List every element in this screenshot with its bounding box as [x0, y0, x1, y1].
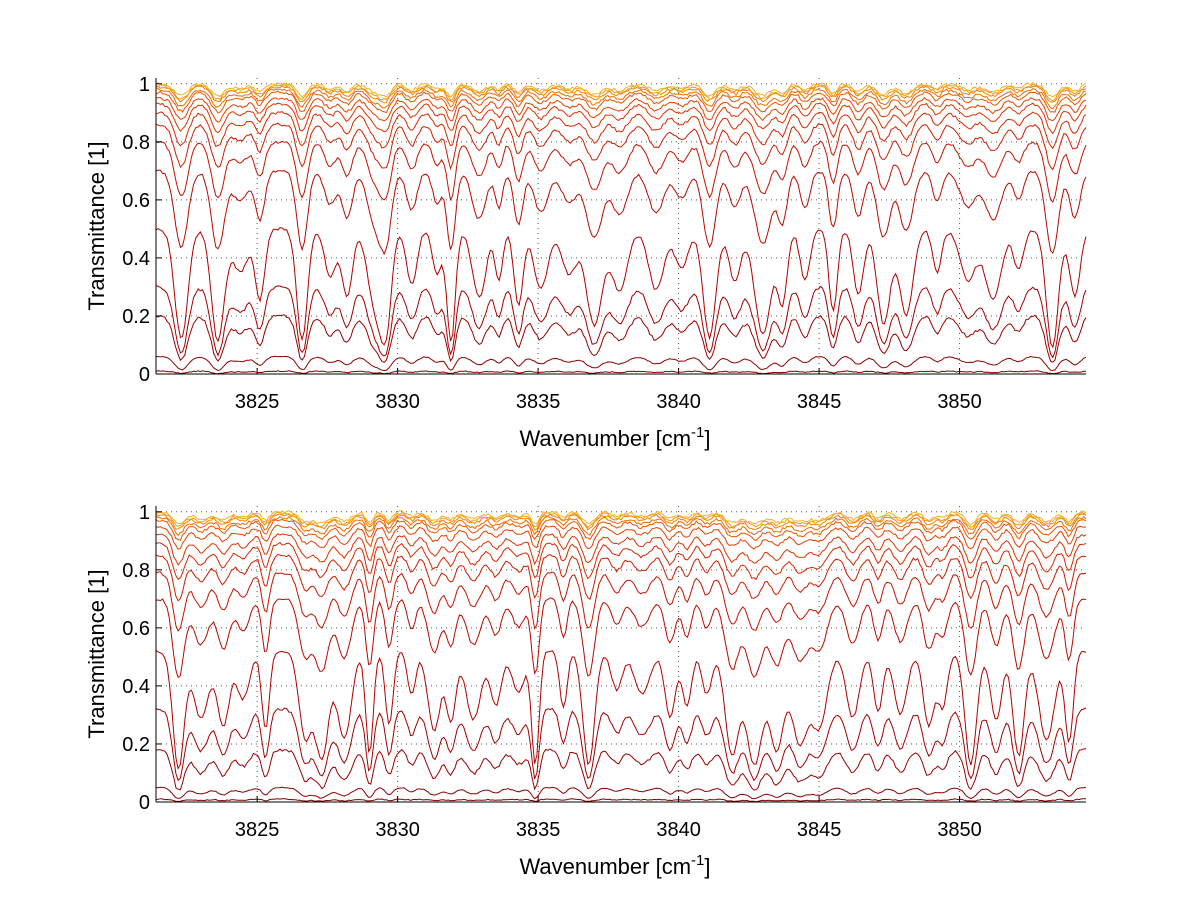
series-line — [155, 515, 1087, 537]
series-line — [155, 524, 1087, 550]
series-line — [155, 88, 1087, 110]
y-axis-label: Transmittance [1] — [84, 141, 109, 310]
x-tick-label: 3830 — [375, 819, 420, 841]
series-line — [155, 140, 1087, 203]
x-tick-label: 3825 — [235, 819, 280, 841]
y-tick-label: 0.2 — [122, 306, 150, 328]
series-line — [155, 553, 1087, 602]
series-line — [155, 81, 1087, 99]
series-line — [155, 83, 1087, 102]
x-axis-label-text: Wavenumber [cm — [519, 426, 691, 451]
y-tick-label: 0.6 — [122, 190, 150, 212]
series-line — [155, 597, 1087, 679]
x-tick-label: 3840 — [656, 391, 701, 413]
series-line — [155, 314, 1087, 363]
series-line — [155, 102, 1087, 135]
series-line — [155, 227, 1087, 349]
y-tick-label: 0 — [139, 792, 150, 814]
y-tick-label: 0.4 — [122, 676, 150, 698]
x-tick-label: 3835 — [516, 391, 561, 413]
y-tick-label: 0.6 — [122, 618, 150, 640]
x-tick-label: 3850 — [937, 819, 982, 841]
series-line — [155, 355, 1087, 372]
series-line — [155, 786, 1087, 800]
x-tick-label: 3845 — [797, 819, 842, 841]
series-line — [155, 707, 1087, 782]
series-line — [155, 571, 1087, 632]
x-tick-label: 3845 — [797, 391, 842, 413]
y-tick-label: 1 — [139, 74, 150, 96]
series-line — [155, 96, 1087, 123]
series-line — [155, 511, 1087, 529]
series-line — [155, 370, 1087, 375]
x-tick-label: 3835 — [516, 819, 561, 841]
y-tick-label: 0.4 — [122, 248, 150, 270]
x-axis-label-superscript: -1 — [691, 852, 704, 869]
x-axis-label-end: ] — [704, 426, 710, 451]
series-line — [155, 111, 1087, 150]
series-line — [155, 510, 1087, 526]
x-tick-label: 3850 — [937, 391, 982, 413]
series-line — [155, 798, 1086, 803]
series-line — [155, 85, 1087, 104]
x-axis-label: Wavenumber [cm-1] — [519, 424, 710, 451]
y-tick-label: 0.2 — [122, 734, 150, 756]
x-tick-label: 3825 — [235, 391, 280, 413]
series-line — [155, 649, 1087, 770]
y-tick-label: 0 — [139, 364, 150, 386]
y-tick-label: 0.8 — [122, 560, 150, 582]
y-tick-label: 0.8 — [122, 132, 150, 154]
y-axis-label: Transmittance [1] — [84, 569, 109, 738]
series-line — [155, 748, 1087, 791]
chart-panel-bin-1: 3825 3830 3835 3840 3845 3850 0 0.2 0.4 0.6 0.8 1 Wa… — [84, 74, 1087, 451]
x-tick-label: 3830 — [375, 391, 420, 413]
x-axis-label-text: Wavenumber [cm — [519, 854, 691, 879]
series-line — [155, 122, 1087, 171]
series-line — [155, 518, 1087, 542]
chart-panel-bin-2: 3825 3830 3835 3840 3845 3850 0 0.2 0.4 0.6 0.8 1 Wa… — [84, 502, 1087, 879]
x-axis-label: Wavenumber [cm-1] — [519, 852, 710, 879]
series-line — [155, 285, 1087, 359]
x-axis-label-end: ] — [704, 854, 710, 879]
x-axis-label-superscript: -1 — [691, 424, 704, 441]
series-line — [155, 533, 1087, 566]
series-line — [155, 513, 1087, 531]
series-line — [155, 90, 1087, 114]
y-tick-label: 1 — [139, 502, 150, 524]
series-line — [155, 541, 1087, 581]
series-line — [155, 169, 1087, 256]
x-tick-label: 3840 — [656, 819, 701, 841]
